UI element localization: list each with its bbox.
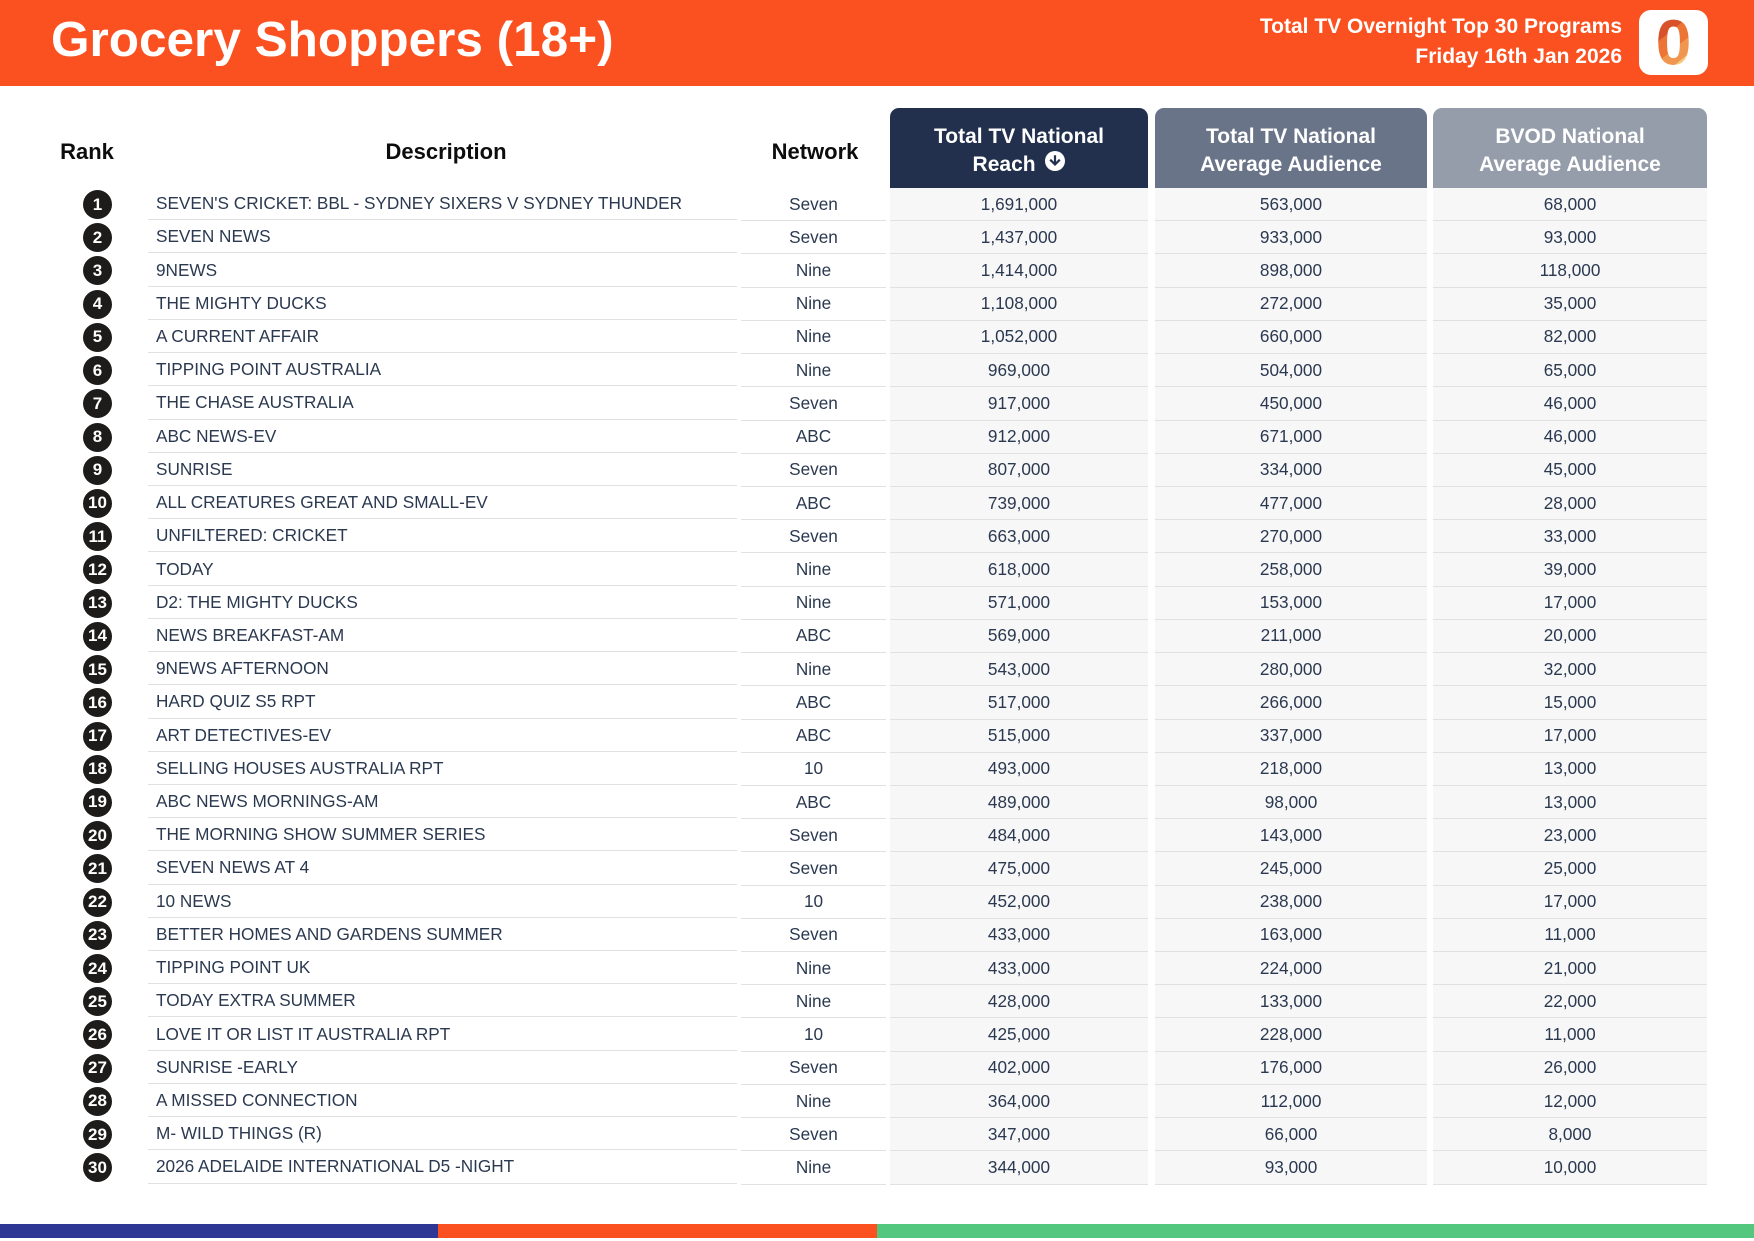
svg-text:0: 0 (1656, 10, 1692, 75)
